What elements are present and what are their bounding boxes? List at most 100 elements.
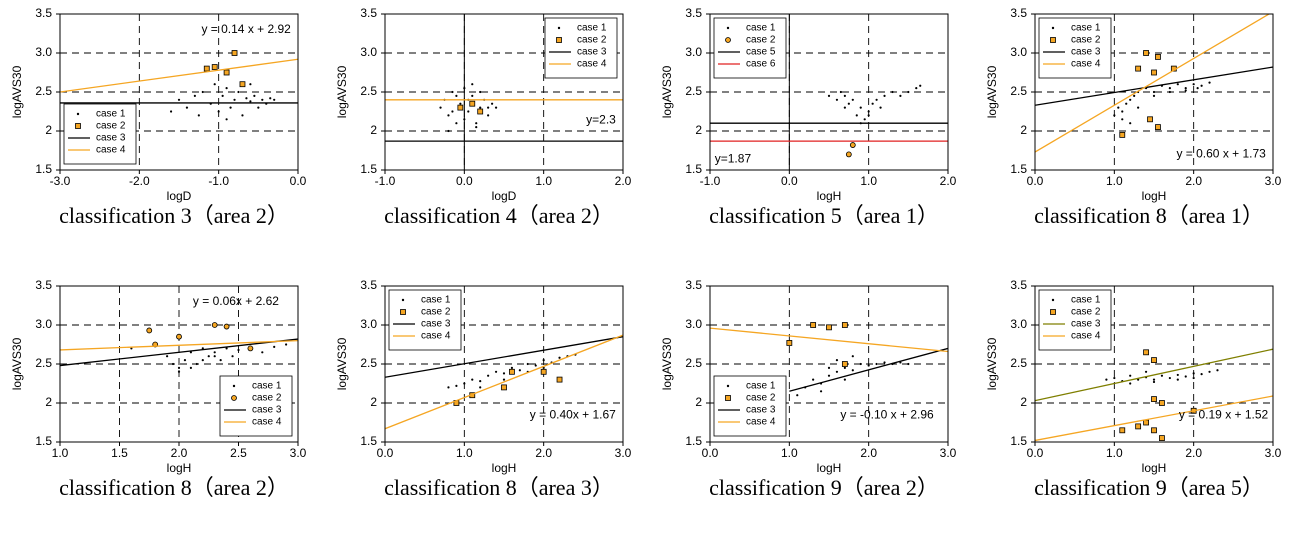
point <box>249 100 252 103</box>
legend-label: case 1 <box>96 109 126 120</box>
point <box>471 378 474 381</box>
y-tick-label: 2.5 <box>35 356 52 370</box>
x-tick-label: 1.0 <box>52 446 69 460</box>
y-tick-label: 3.0 <box>1010 317 1027 331</box>
point <box>1152 380 1156 384</box>
point <box>879 106 882 109</box>
point <box>1119 131 1126 138</box>
point <box>1176 373 1179 377</box>
legend-label: case 3 <box>1071 319 1101 330</box>
point <box>919 84 922 87</box>
point <box>231 50 238 56</box>
point <box>130 347 133 350</box>
y-tick-label: 3.5 <box>685 6 702 20</box>
annotation: y=1.87 <box>715 151 752 165</box>
x-tick-label: -3.0 <box>50 174 71 188</box>
legend-marker <box>726 26 730 30</box>
point <box>1129 98 1132 101</box>
point <box>526 362 529 366</box>
x-axis-label: logH <box>492 461 517 475</box>
point <box>899 94 902 97</box>
fit-line <box>1035 395 1273 442</box>
legend-label: case 2 <box>577 35 607 46</box>
plot-frame <box>709 285 949 443</box>
legend-label: case 4 <box>1071 59 1101 70</box>
plot-content <box>1035 14 1273 153</box>
point <box>183 359 187 362</box>
x-tick-label: 2.0 <box>940 174 957 188</box>
plot-content <box>60 50 298 121</box>
point <box>457 104 464 111</box>
point <box>851 98 854 101</box>
point <box>851 355 854 358</box>
x-tick-label: 2.0 <box>1185 174 1202 188</box>
legend-label: case 6 <box>746 59 776 70</box>
fit-line <box>710 327 948 353</box>
point <box>907 90 910 94</box>
x-tick-label: -1.0 <box>700 174 721 188</box>
x-tick-label: -1.0 <box>208 174 229 188</box>
point <box>225 347 228 350</box>
point <box>475 122 478 125</box>
x-tick-label: -2.0 <box>129 174 150 188</box>
point <box>1192 83 1195 86</box>
point <box>1152 90 1156 94</box>
legend-label: case 3 <box>252 405 282 416</box>
fit-line <box>789 347 948 392</box>
point <box>171 362 175 366</box>
x-tick-label: 0.0 <box>702 446 719 460</box>
y-axis-label: logAVS30 <box>660 65 674 118</box>
legend-label: case 1 <box>746 23 776 34</box>
point <box>223 323 230 330</box>
plot-frame <box>1034 285 1274 443</box>
point <box>542 359 545 362</box>
point <box>1133 94 1136 97</box>
point <box>223 69 230 76</box>
point <box>1184 89 1187 92</box>
point <box>841 322 848 328</box>
x-tick-label: 1.0 <box>1106 174 1123 188</box>
point <box>839 90 843 94</box>
point <box>907 362 910 366</box>
point <box>1192 372 1195 375</box>
point <box>1117 106 1120 109</box>
point <box>487 106 490 109</box>
point <box>819 390 823 393</box>
caption: classification 9（area 2） <box>709 475 939 500</box>
legend-marker <box>400 309 406 315</box>
legend-marker <box>1050 309 1056 315</box>
x-tick-label: 1.0 <box>860 174 877 188</box>
plot-frame <box>709 13 949 171</box>
point <box>1143 419 1149 426</box>
fit-line <box>60 58 298 93</box>
legend-box <box>219 375 293 437</box>
plot-content <box>385 83 623 142</box>
point <box>189 351 192 354</box>
y-tick-label: 2.5 <box>360 356 377 370</box>
legend-label: case 3 <box>96 133 126 144</box>
x-tick-label: 2.0 <box>860 446 877 460</box>
annotation: y = 0.19 x + 1.52 <box>1179 408 1269 422</box>
x-axis-label: logH <box>817 461 842 475</box>
annotation: y = -0.10 x + 2.96 <box>840 408 934 422</box>
point <box>245 97 248 100</box>
point <box>269 97 272 100</box>
legend-label: case 1 <box>746 381 776 392</box>
point <box>487 374 490 377</box>
plot-frame <box>1034 13 1274 171</box>
point <box>835 370 839 373</box>
point <box>463 87 466 90</box>
point <box>471 94 474 97</box>
point <box>849 142 856 148</box>
y-tick-label: 3.5 <box>1010 278 1027 292</box>
point <box>1144 370 1148 373</box>
panel: -3.0 -2.0 -1.0 0.0 1.5 2 2.5 3.0 3.5 y = 0.14 x +… <box>10 6 306 228</box>
point <box>1121 110 1124 113</box>
legend-label: case 3 <box>421 319 451 330</box>
legend-label: case 3 <box>1071 47 1101 58</box>
legend-label: case 1 <box>1071 23 1101 34</box>
point <box>1160 374 1164 377</box>
